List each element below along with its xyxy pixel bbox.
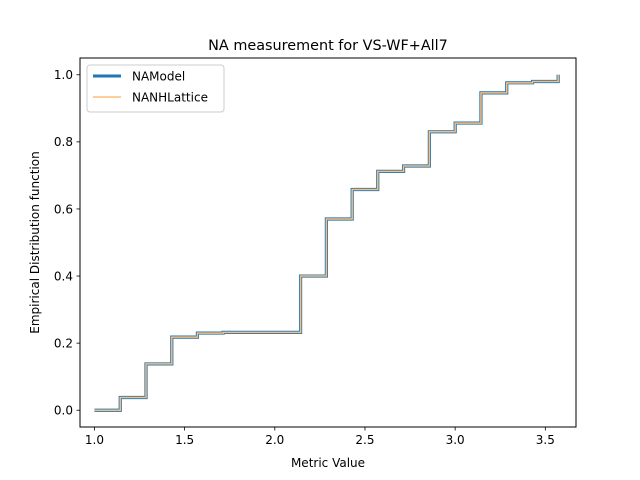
- legend-box: [86, 64, 225, 113]
- legend: NAModel NANHLattice: [86, 64, 225, 113]
- legend-label-namodel: NAModel: [132, 70, 185, 84]
- series-layer: [94, 74, 560, 412]
- y-tick-label: 0.6: [54, 202, 73, 216]
- chart-title: NA measurement for VS-WF+All7: [208, 38, 448, 54]
- x-axis-ticks: 1.0 1.5 2.0 2.5 3.0 3.5: [85, 427, 555, 447]
- x-axis-label: Metric Value: [291, 456, 365, 470]
- x-tick-label: 2.0: [265, 433, 284, 447]
- y-tick-label: 1.0: [54, 68, 73, 82]
- y-tick-label: 0.4: [54, 269, 73, 283]
- legend-label-nanhlattice: NANHLattice: [132, 91, 208, 105]
- x-tick-label: 1.0: [85, 433, 104, 447]
- series-line-nanhlattice: [94, 74, 559, 411]
- axes-frame: [79, 57, 577, 428]
- y-tick-label: 0.2: [54, 336, 73, 350]
- x-tick-label: 3.5: [536, 433, 555, 447]
- y-tick-label: 0.0: [54, 404, 73, 418]
- x-tick-label: 1.5: [175, 433, 194, 447]
- x-tick-label: 2.5: [355, 433, 374, 447]
- x-tick-label: 3.0: [446, 433, 465, 447]
- y-tick-label: 0.8: [54, 135, 73, 149]
- plot-area: 1.0 1.5 2.0 2.5 3.0 3.5 0.0 0.2 0.4 0.6 0.8 1.0: [54, 57, 577, 447]
- y-axis-label: Empirical Distribution function: [28, 151, 42, 333]
- y-axis-ticks: 0.0 0.2 0.4 0.6 0.8 1.0: [54, 68, 80, 418]
